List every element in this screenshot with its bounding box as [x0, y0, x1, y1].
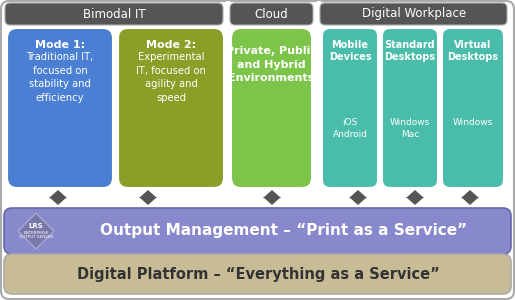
Polygon shape: [49, 197, 67, 205]
FancyBboxPatch shape: [322, 28, 378, 188]
Polygon shape: [349, 197, 367, 205]
Polygon shape: [263, 197, 281, 205]
Text: Traditional IT,
focused on
stability and
efficiency: Traditional IT, focused on stability and…: [26, 52, 94, 103]
Bar: [467, 197, 473, 198]
FancyBboxPatch shape: [230, 3, 313, 25]
Text: Bimodal IT: Bimodal IT: [83, 8, 145, 20]
FancyBboxPatch shape: [442, 28, 504, 188]
Text: Output Management – “Print as a Service”: Output Management – “Print as a Service”: [100, 224, 468, 238]
FancyBboxPatch shape: [320, 3, 507, 25]
FancyBboxPatch shape: [231, 28, 312, 188]
Polygon shape: [139, 190, 157, 198]
Text: OUTPUT SERVER: OUTPUT SERVER: [19, 235, 53, 239]
Text: Standard
Desktops: Standard Desktops: [384, 40, 436, 62]
Bar: [317, 1, 321, 208]
Text: Mobile
Devices: Mobile Devices: [329, 40, 371, 62]
Text: Digital Workplace: Digital Workplace: [362, 8, 466, 20]
Polygon shape: [461, 190, 479, 198]
FancyBboxPatch shape: [118, 28, 224, 188]
Polygon shape: [349, 190, 367, 198]
Text: Digital Platform – “Everything as a Service”: Digital Platform – “Everything as a Serv…: [77, 266, 439, 281]
Text: Private, Public
and Hybrid
Environments: Private, Public and Hybrid Environments: [226, 46, 317, 83]
Polygon shape: [461, 197, 479, 205]
Text: iOS
Android: iOS Android: [333, 118, 368, 139]
Polygon shape: [406, 197, 424, 205]
Text: LRS: LRS: [29, 223, 43, 229]
Text: Windows
Mac: Windows Mac: [390, 118, 430, 139]
Bar: [226, 1, 230, 208]
FancyBboxPatch shape: [4, 254, 511, 294]
Polygon shape: [49, 190, 67, 198]
FancyBboxPatch shape: [7, 28, 113, 188]
Text: ENTERPRISE: ENTERPRISE: [23, 231, 49, 235]
FancyBboxPatch shape: [4, 208, 511, 254]
Text: Windows: Windows: [453, 118, 493, 127]
Text: Experimental
IT, focused on
agility and
speed: Experimental IT, focused on agility and …: [136, 52, 206, 103]
Bar: [411, 197, 419, 198]
Polygon shape: [139, 197, 157, 205]
Text: Virtual
Desktops: Virtual Desktops: [448, 40, 499, 62]
Polygon shape: [263, 190, 281, 198]
Bar: [145, 197, 151, 198]
Polygon shape: [406, 190, 424, 198]
FancyBboxPatch shape: [382, 28, 438, 188]
Text: Mode 1:: Mode 1:: [35, 40, 85, 50]
Text: Mode 2:: Mode 2:: [146, 40, 196, 50]
Polygon shape: [18, 213, 54, 249]
Text: Cloud: Cloud: [254, 8, 288, 20]
Bar: [55, 197, 61, 198]
FancyBboxPatch shape: [5, 3, 223, 25]
Bar: [268, 197, 276, 198]
Bar: [354, 197, 362, 198]
